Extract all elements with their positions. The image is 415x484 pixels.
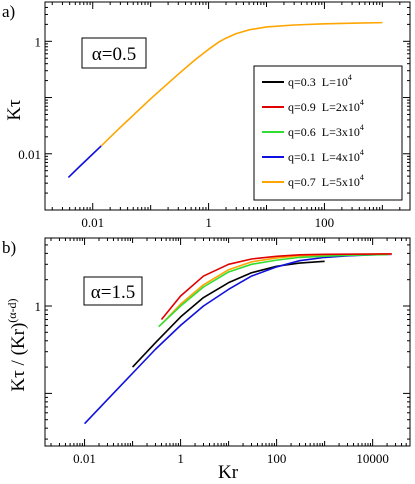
panel-a-annotation-box: α=0.5 (81, 37, 147, 69)
legend-exponent: 4 (360, 173, 364, 182)
legend-entry-4: q=0.7 L=5x104 (288, 173, 364, 189)
panel-a-x-tick-label: 1 (205, 215, 212, 230)
panel-b-plot-area: 0.01 1 100 10000 1 (35, 237, 411, 466)
panel-b-x-tick-label: 0.01 (73, 451, 96, 466)
panel-b-ylabel-base: Kτ / (Kr) (8, 323, 29, 392)
legend-exponent: 4 (360, 148, 364, 157)
panel-b-frame (44, 237, 411, 447)
legend-exponent: 4 (360, 98, 364, 107)
legend-entry-3: q=0.1 L=4x104 (288, 148, 364, 164)
panel-a-annotation: α=0.5 (92, 44, 136, 65)
legend-L: L=10 (322, 75, 348, 89)
legend-L: L=3x10 (322, 125, 360, 139)
legend-q: q=0.6 (288, 125, 316, 139)
panel-b-x-tick-label: 1 (177, 451, 184, 466)
panel-a-y-tick-label: 0.01 (18, 147, 41, 162)
panel-a-letter: a) (2, 2, 15, 21)
panel-b-annotation-box: α=1.5 (83, 276, 143, 306)
legend-entry-1: q=0.9 L=2x104 (288, 98, 364, 114)
legend-exponent: 4 (348, 73, 352, 82)
panel-b-series-line-0 (131, 260, 325, 368)
panel-b: b) Kτ / (Kr)(α-d) 0.01 1 100 10000 1 α=1.5 K… (2, 237, 411, 483)
panel-b-series-line-4 (160, 253, 392, 321)
legend-q: q=0.7 (288, 175, 316, 189)
panel-b-x-tick-label: 100 (267, 451, 287, 466)
panel-b-xlabel: Kr (218, 462, 239, 483)
panel-b-series-line-2 (160, 253, 392, 325)
panel-b-annotation: α=1.5 (91, 282, 135, 303)
legend-L: L=5x10 (322, 175, 360, 189)
panel-a-frame (44, 1, 411, 211)
panel-b-x-tick-label: 10000 (356, 451, 389, 466)
legend-L: L=4x10 (322, 150, 360, 164)
legend-q: q=0.9 (288, 100, 316, 114)
panel-a-series-line-0 (67, 145, 102, 178)
panel-a-x-tick-label: 0.01 (81, 215, 104, 230)
panel-b-ylabel: Kτ / (Kr)(α-d) (5, 298, 29, 391)
legend-entry-0: q=0.3 L=104 (288, 73, 352, 89)
panel-a-x-tick-label: 100 (315, 215, 335, 230)
panel-a: a) Kτ 0.01 1 1000.011 α=0.5 q=0.3 L=104q=0.… (2, 1, 411, 230)
legend-q: q=0.1 (288, 150, 316, 164)
panel-b-y-tick-label: 1 (35, 299, 42, 314)
panel-b-letter: b) (2, 238, 16, 257)
panel-b-ylabel-sup: (α-d) (5, 298, 19, 322)
panel-b-series-line-3 (158, 253, 388, 328)
legend-L: L=2x10 (322, 100, 360, 114)
panel-a-series-line-1 (100, 21, 383, 147)
panel-a-ylabel: Kτ (4, 99, 25, 121)
panel-a-y-tick-label: 1 (35, 34, 42, 49)
legend-entry-2: q=0.6 L=3x104 (288, 123, 364, 139)
legend-q: q=0.3 (288, 75, 316, 89)
legend-exponent: 4 (360, 123, 364, 132)
